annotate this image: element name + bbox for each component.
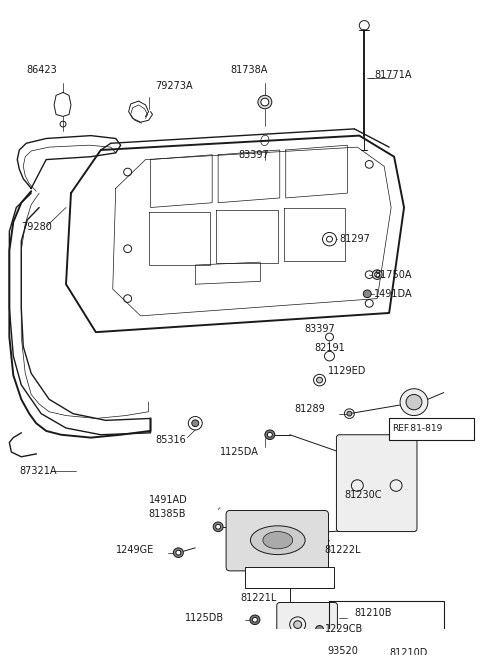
Circle shape — [315, 626, 324, 633]
Ellipse shape — [263, 532, 293, 549]
Text: 83397: 83397 — [305, 324, 336, 334]
Text: 1129ED: 1129ED — [327, 365, 366, 375]
Circle shape — [347, 411, 352, 416]
Circle shape — [267, 432, 272, 437]
Circle shape — [173, 548, 183, 557]
FancyBboxPatch shape — [277, 603, 337, 646]
Text: 1125DB: 1125DB — [185, 613, 225, 623]
Bar — [389, 419, 474, 440]
Circle shape — [213, 522, 223, 532]
Text: 81385B: 81385B — [148, 510, 186, 519]
Circle shape — [252, 618, 257, 622]
Text: 85316: 85316 — [156, 436, 186, 445]
Text: 79273A: 79273A — [156, 81, 193, 91]
Circle shape — [216, 525, 221, 529]
Text: 1491AD: 1491AD — [148, 495, 187, 505]
Bar — [329, 601, 444, 655]
Text: 81210D: 81210D — [389, 648, 428, 655]
Circle shape — [258, 96, 272, 109]
Text: 81750A: 81750A — [374, 270, 412, 280]
Ellipse shape — [251, 526, 305, 555]
Text: REF.81-819: REF.81-819 — [392, 424, 443, 432]
Text: 93520: 93520 — [327, 646, 359, 655]
Bar — [245, 567, 335, 588]
Text: 81221L: 81221L — [240, 593, 276, 603]
Text: 79280: 79280 — [21, 221, 52, 232]
Text: 82191: 82191 — [314, 343, 345, 354]
Text: 81771A: 81771A — [374, 70, 412, 80]
Text: 1229CB: 1229CB — [324, 624, 363, 634]
Circle shape — [375, 272, 380, 277]
Text: 87321A: 87321A — [19, 466, 57, 476]
Text: 1491DA: 1491DA — [374, 289, 413, 299]
FancyBboxPatch shape — [226, 510, 328, 571]
Text: 81224: 81224 — [247, 572, 278, 582]
Circle shape — [406, 394, 422, 410]
Circle shape — [313, 650, 322, 655]
Text: 81738A: 81738A — [230, 66, 267, 75]
Circle shape — [176, 550, 181, 555]
Circle shape — [261, 98, 269, 106]
Text: 81210B: 81210B — [354, 608, 392, 618]
Circle shape — [372, 270, 382, 280]
Circle shape — [294, 621, 301, 628]
Text: 1249GE: 1249GE — [116, 545, 154, 555]
FancyBboxPatch shape — [336, 435, 417, 532]
Text: 81222L: 81222L — [324, 545, 361, 555]
Circle shape — [363, 290, 371, 297]
Text: 81289: 81289 — [295, 404, 325, 414]
Circle shape — [400, 388, 428, 415]
Text: 81230C: 81230C — [344, 490, 382, 500]
Circle shape — [316, 377, 323, 383]
Circle shape — [192, 420, 199, 426]
Text: 86423: 86423 — [26, 66, 57, 75]
Text: 83397: 83397 — [238, 150, 269, 160]
Circle shape — [250, 615, 260, 625]
Text: 81297: 81297 — [339, 234, 370, 244]
Circle shape — [265, 430, 275, 440]
Text: 1125DA: 1125DA — [220, 447, 259, 457]
